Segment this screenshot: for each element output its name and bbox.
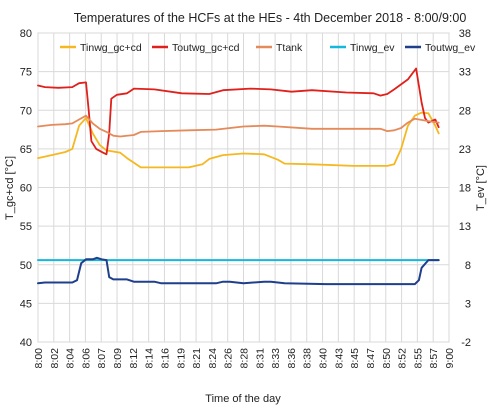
x-tick-label: 8:19: [175, 348, 187, 369]
x-tick-label: 8:21: [191, 348, 203, 369]
x-tick-label: 8:00: [33, 348, 45, 369]
left-y-tick-label: 55: [20, 221, 32, 233]
left-y-tick-label: 65: [20, 144, 32, 156]
left-y-tick-label: 80: [20, 28, 32, 40]
legend-label: Tinwg_gc+cd: [80, 42, 142, 54]
x-tick-label: 8:52: [397, 348, 409, 369]
legend-label: Tinwg_ev: [350, 42, 395, 54]
right-y-tick-label: 13: [459, 221, 471, 233]
right-y-tick-label: 38: [459, 28, 471, 40]
x-tick-label: 8:07: [96, 348, 108, 369]
x-axis: 8:00 8:02 8:04 8:06 8:07 8:09 8:12 8:14 8:16 8:19…: [33, 348, 456, 369]
x-tick-label: 8:57: [428, 348, 440, 369]
right-y-tick-label: 28: [459, 105, 471, 117]
left-y-tick-label: 70: [20, 105, 32, 117]
x-tick-label: 8:12: [128, 348, 140, 369]
x-tick-label: 8:38: [302, 348, 314, 369]
left-y-tick-label: 75: [20, 67, 32, 79]
x-tick-label: 8:45: [349, 348, 361, 369]
chart-title: Temperatures of the HCFs at the HEs - 4t…: [74, 11, 467, 25]
x-tick-label: 8:36: [286, 348, 298, 369]
x-tick-label: 8:09: [112, 348, 124, 369]
right-y-tick-label: 23: [459, 144, 471, 156]
x-tick-label: 8:14: [144, 348, 156, 369]
x-tick-label: 8:43: [333, 348, 345, 369]
gridlines: [37, 32, 450, 343]
x-tick-label: 8:24: [207, 348, 219, 369]
x-tick-label: 8:55: [412, 348, 424, 369]
legend-label: Ttank: [276, 42, 303, 54]
legend-label: Toutwg_ev: [425, 42, 476, 54]
series-line-toutwg-ev: [37, 256, 440, 286]
series-line-ttank: [37, 114, 440, 138]
right-y-tick-label: 33: [459, 67, 471, 79]
x-tick-label: 8:04: [65, 348, 77, 369]
series-line-toutwg-gc-cd: [37, 67, 440, 156]
right-y-tick-label: 3: [465, 298, 471, 310]
left-y-tick-label: 45: [20, 298, 32, 310]
x-axis-label: Time of the day: [205, 393, 281, 405]
right-axis-label: T_ev [°C]: [475, 165, 487, 211]
legend-label: Toutwg_gc+cd: [172, 42, 240, 54]
x-tick-label: 8:02: [49, 348, 61, 369]
x-tick-label: 8:33: [270, 348, 282, 369]
x-tick-label: 8:06: [80, 348, 92, 369]
right-y-tick-label: 8: [465, 260, 471, 272]
left-axis-label: T_gc+cd [°C]: [4, 156, 16, 220]
legend: Tinwg_gc+cd Toutwg_gc+cd Ttank Tinwg_ev Tout…: [60, 42, 476, 54]
right-y-tick-label: -2: [461, 337, 471, 349]
right-y-tick-label: 18: [459, 183, 471, 195]
x-tick-label: 8:47: [365, 348, 377, 369]
series-line-tinwg-gc-cd: [37, 111, 440, 169]
x-tick-label: 8:31: [254, 348, 266, 369]
x-tick-label: 8:28: [239, 348, 251, 369]
x-tick-label: 8:50: [381, 348, 393, 369]
x-tick-label: 8:26: [223, 348, 235, 369]
left-y-tick-label: 60: [20, 183, 32, 195]
series-layer: [37, 67, 440, 286]
left-y-axis: 40 45 50 55 60 65 70 75 80: [20, 28, 32, 349]
x-tick-label: 8:40: [318, 348, 330, 369]
x-tick-label: 9:00: [444, 348, 456, 369]
left-y-tick-label: 50: [20, 260, 32, 272]
left-y-tick-label: 40: [20, 337, 32, 349]
x-tick-label: 8:16: [159, 348, 171, 369]
